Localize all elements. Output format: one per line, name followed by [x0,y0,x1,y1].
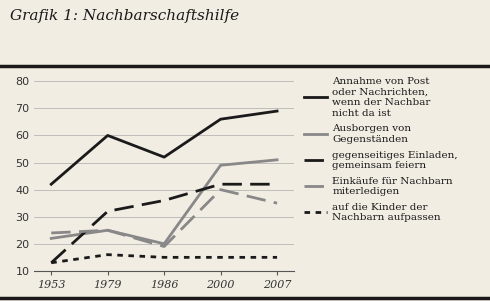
Legend: Annahme von Post
oder Nachrichten,
wenn der Nachbar
nicht da ist, Ausborgen von
: Annahme von Post oder Nachrichten, wenn … [304,77,458,222]
Text: Grafik 1: Nachbarschaftshilfe: Grafik 1: Nachbarschaftshilfe [10,9,239,23]
